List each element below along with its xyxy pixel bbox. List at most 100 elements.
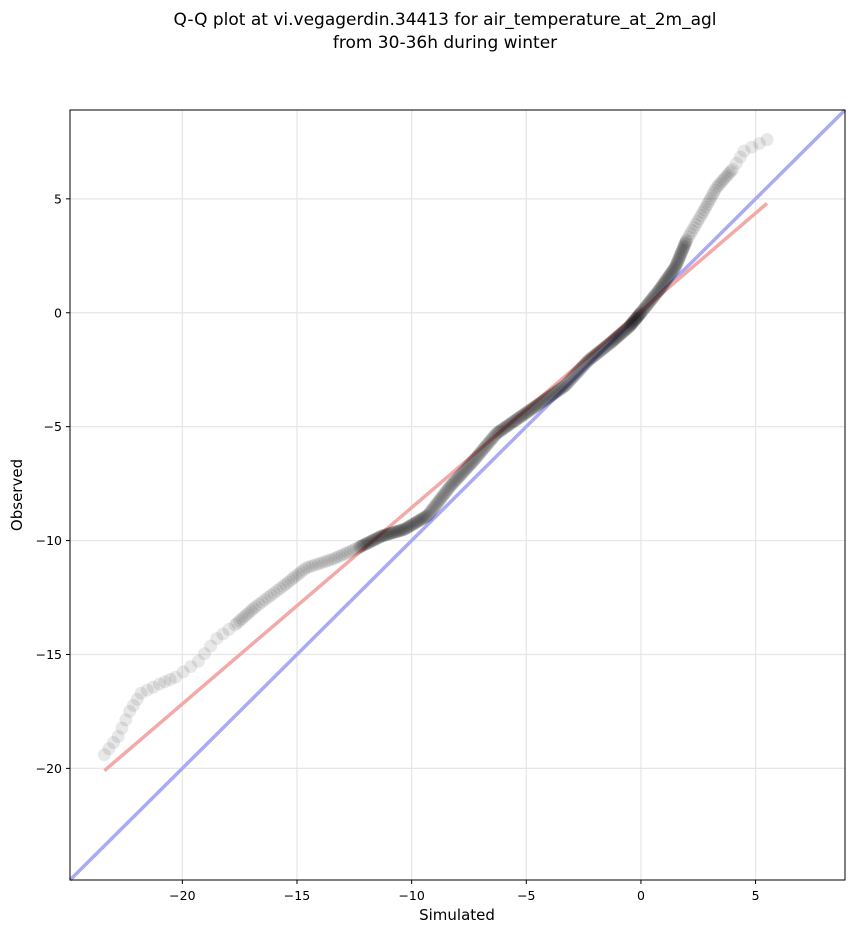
qq-point: [130, 692, 144, 706]
qq-point: [533, 396, 547, 410]
qq-point: [613, 327, 627, 341]
qq-point: [591, 346, 605, 360]
qq-point: [389, 525, 403, 539]
qq-point: [332, 549, 346, 563]
qq-point: [294, 565, 308, 579]
qq-point: [486, 430, 500, 444]
qq-point: [343, 544, 357, 558]
qq-point: [682, 230, 696, 244]
qq-point: [657, 276, 671, 290]
qq-point: [396, 523, 410, 537]
qq-point: [457, 464, 471, 478]
qq-point: [579, 356, 593, 370]
qq-point: [386, 526, 400, 540]
y-axis-label: Observed: [8, 459, 26, 531]
qq-point: [604, 335, 618, 349]
qq-point: [614, 327, 628, 341]
qq-point: [724, 164, 738, 178]
qq-point: [624, 318, 638, 332]
qq-point: [492, 425, 506, 439]
qq-point: [311, 557, 325, 571]
qq-point: [548, 386, 562, 400]
qq-point: [556, 380, 570, 394]
qq-point: [97, 748, 111, 762]
qq-point: [722, 166, 736, 180]
qq-point: [500, 419, 514, 433]
qq-point: [439, 484, 453, 498]
qq-point: [519, 406, 533, 420]
qq-point: [513, 410, 527, 424]
qq-point: [664, 266, 678, 280]
qq-point: [577, 358, 591, 372]
qq-point: [447, 475, 461, 489]
qq-point: [692, 212, 706, 226]
qq-point: [672, 250, 686, 264]
qq-point: [450, 472, 464, 486]
qq-point: [249, 600, 263, 614]
qq-point: [628, 313, 642, 327]
qq-point: [522, 404, 536, 418]
qq-point: [607, 333, 621, 347]
qq-point: [425, 503, 439, 517]
qq-point: [617, 324, 631, 338]
qq-point: [582, 353, 596, 367]
qq-point: [411, 514, 425, 528]
qq-point: [388, 525, 402, 539]
qq-point: [585, 350, 599, 364]
qq-point: [532, 397, 546, 411]
qq-point: [638, 301, 652, 315]
qq-point: [432, 494, 446, 508]
qq-point: [437, 487, 451, 501]
x-tick-label: −20: [169, 888, 195, 903]
qq-point: [493, 424, 507, 438]
qq-point: [279, 577, 293, 591]
qq-point: [670, 255, 684, 269]
qq-point: [398, 522, 412, 536]
qq-point: [631, 309, 645, 323]
qq-point: [720, 168, 734, 182]
qq-point: [338, 547, 352, 561]
qq-point: [535, 395, 549, 409]
qq-point: [424, 504, 438, 518]
qq-point: [468, 453, 482, 467]
qq-point: [708, 183, 722, 197]
qq-point: [655, 279, 669, 293]
x-axis-label: Simulated: [419, 906, 495, 924]
qq-point: [598, 340, 612, 354]
qq-point: [184, 660, 198, 674]
qq-point: [644, 293, 658, 307]
qq-point: [656, 278, 670, 292]
qq-point: [422, 507, 436, 521]
qq-point: [623, 319, 637, 333]
qq-point: [452, 470, 466, 484]
qq-point: [482, 435, 496, 449]
qq-point: [371, 531, 385, 545]
qq-point: [270, 584, 284, 598]
qq-point: [191, 654, 205, 668]
qq-point: [499, 420, 513, 434]
qq-point: [453, 469, 467, 483]
qq-point: [516, 408, 530, 422]
qq-point: [469, 451, 483, 465]
qq-point: [168, 670, 182, 684]
qq-point: [408, 516, 422, 530]
qq-point: [158, 675, 172, 689]
qq-point: [381, 527, 395, 541]
qq-point: [305, 559, 319, 573]
qq-point: [726, 162, 740, 176]
qq-point: [554, 382, 568, 396]
grid-lines: [70, 110, 845, 880]
qq-point: [362, 535, 376, 549]
qq-point: [534, 395, 548, 409]
qq-point: [592, 345, 606, 359]
qq-point: [487, 429, 501, 443]
qq-point: [246, 602, 260, 616]
qq-point: [658, 275, 672, 289]
x-tick-label: −5: [517, 888, 535, 903]
qq-point: [360, 536, 374, 550]
qq-point: [297, 563, 311, 577]
qq-point: [433, 492, 447, 506]
qq-point: [599, 340, 613, 354]
qq-point: [455, 466, 469, 480]
qq-point: [636, 303, 650, 317]
